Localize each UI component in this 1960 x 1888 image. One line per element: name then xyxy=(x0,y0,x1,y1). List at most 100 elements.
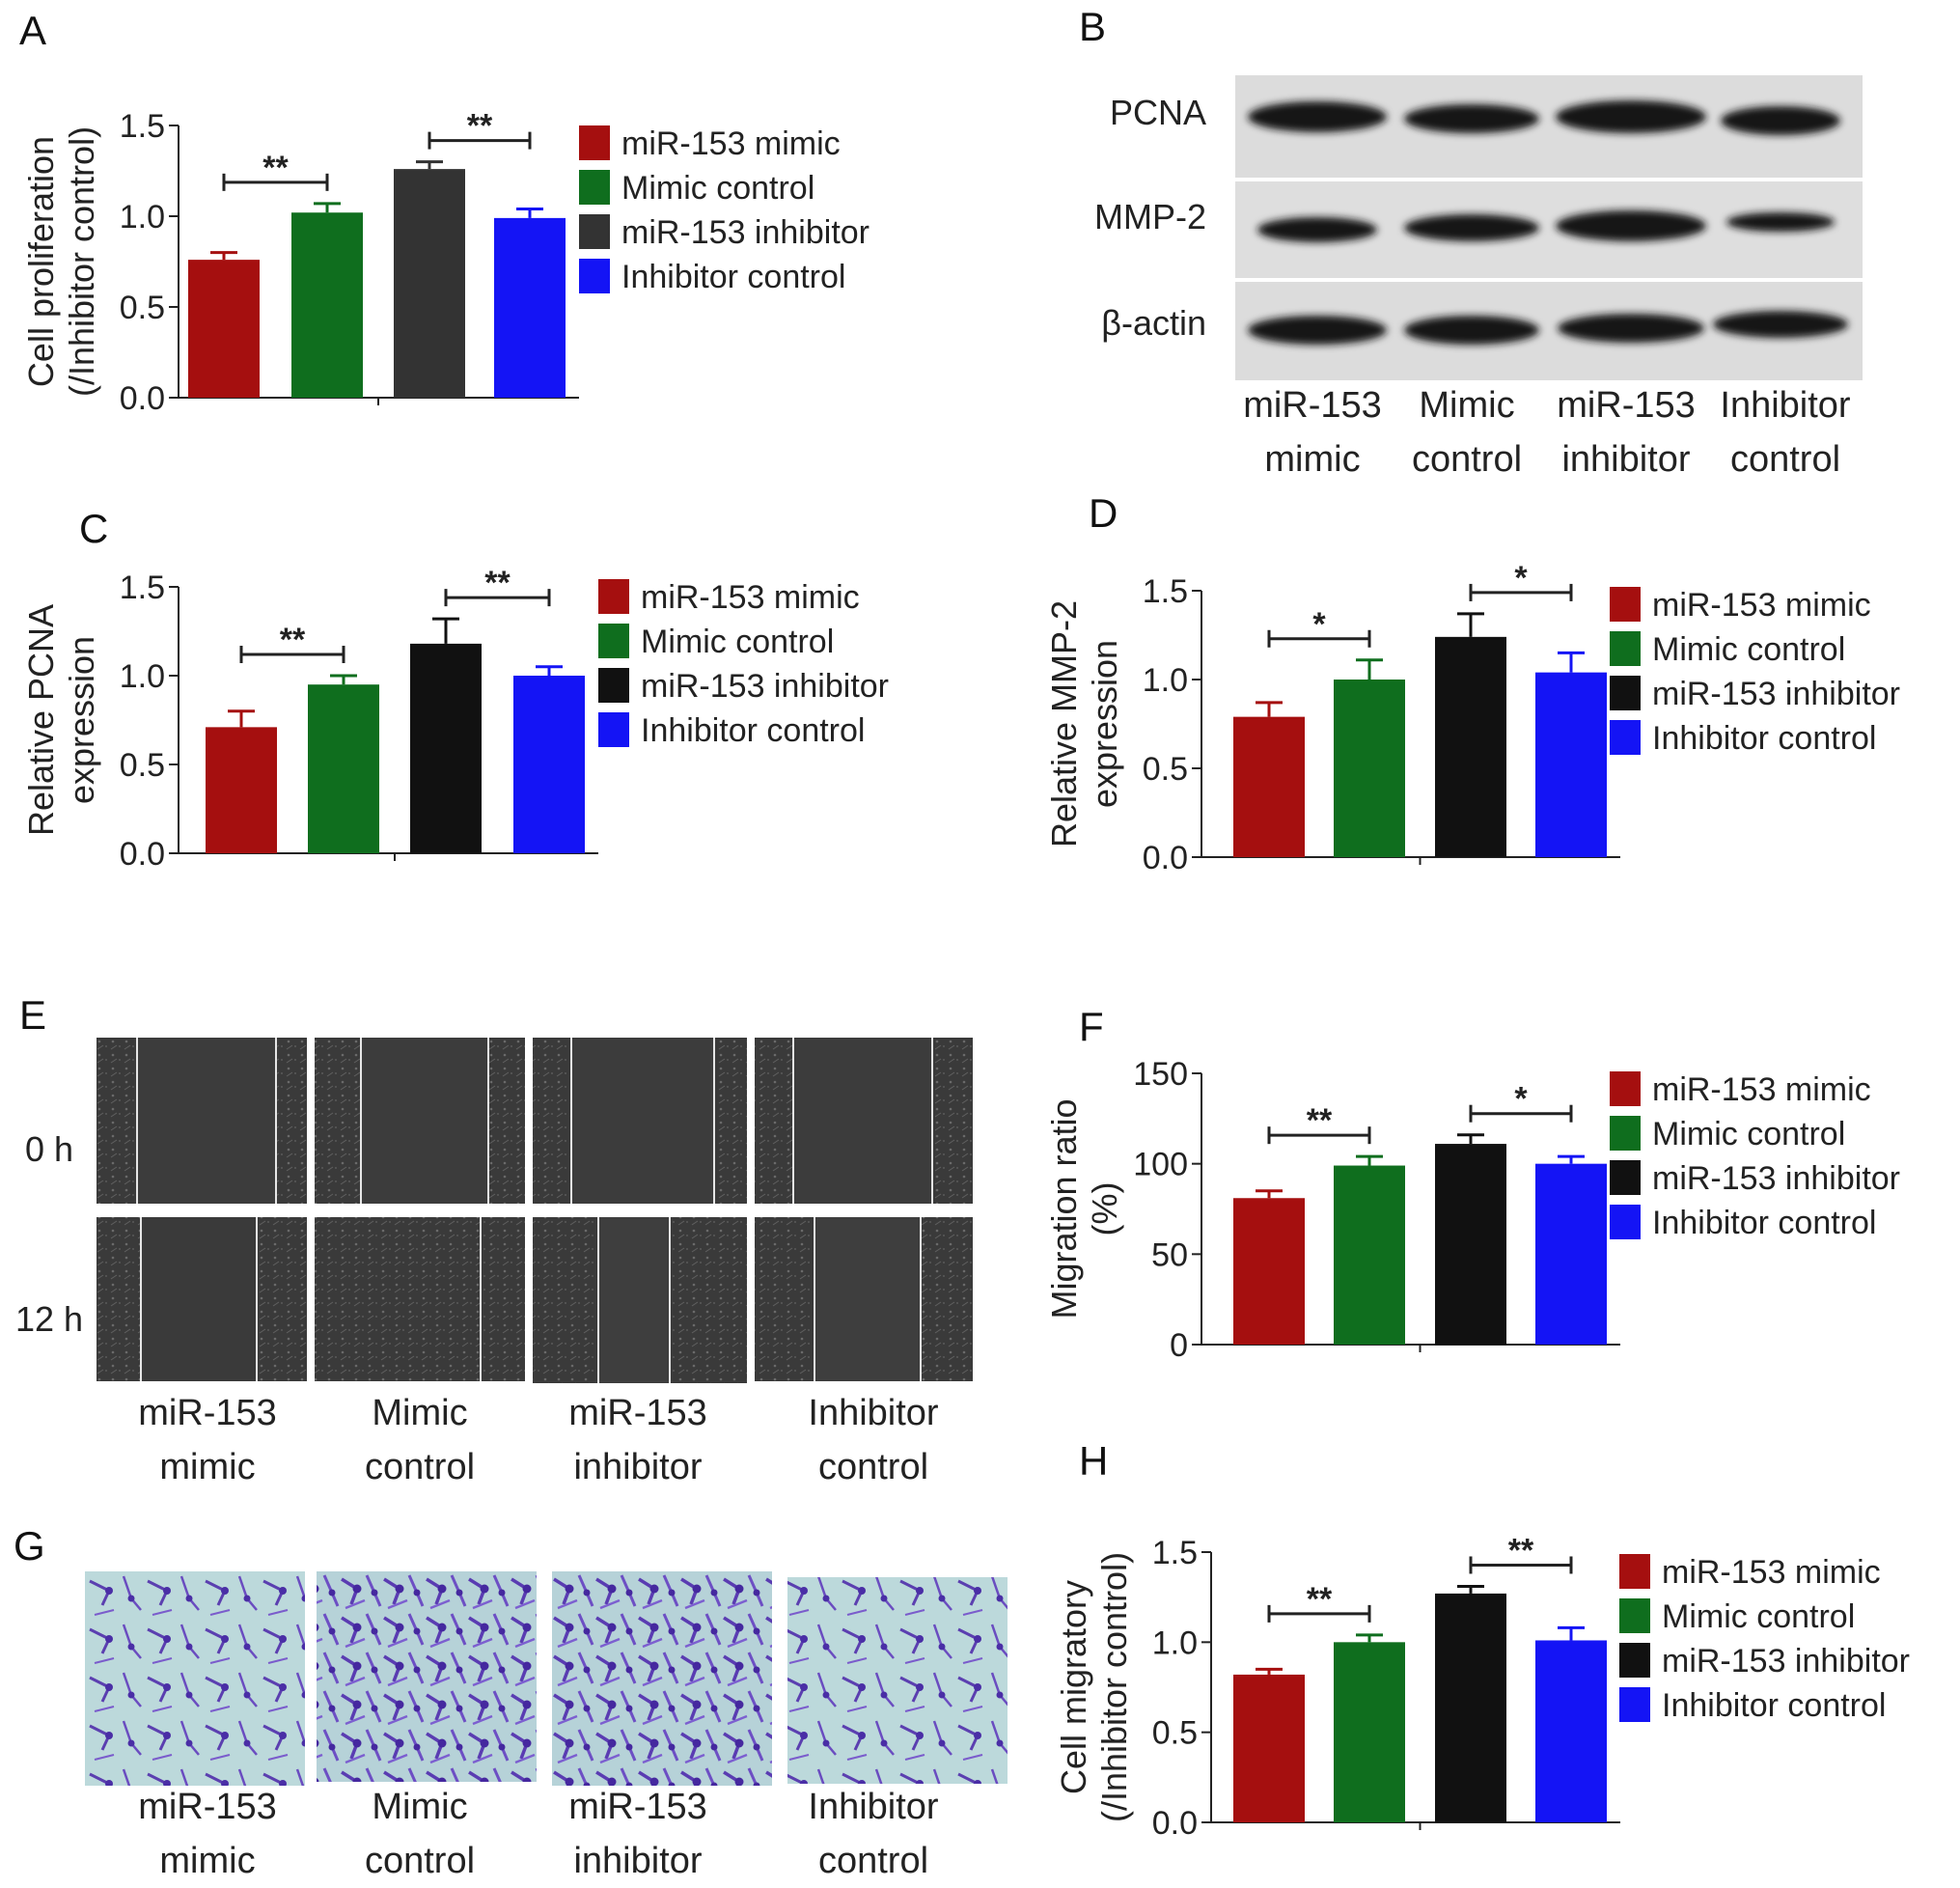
y-tick-label-f-2: 100 xyxy=(1133,1147,1188,1183)
sig-label-f-1: * xyxy=(1514,1081,1528,1118)
bar-h-1 xyxy=(1334,1642,1405,1822)
legend-swatch-a-1 xyxy=(579,170,610,205)
sig-label-h-1: ** xyxy=(1508,1532,1534,1569)
transwell-caption-4: Inhibitor control xyxy=(808,1787,939,1881)
bar-chart-h: Cell migratory (/Inhibitor control) 0.0 0.5… xyxy=(1054,1532,1910,1842)
y-tick-label-d-1: 0.5 xyxy=(1143,751,1188,788)
y-axis-title-c-line1: Relative PCNA xyxy=(21,604,61,836)
bar-d-1 xyxy=(1334,680,1405,857)
bar-h-2 xyxy=(1435,1593,1506,1822)
panel-label-g: G xyxy=(14,1523,45,1569)
legend-swatch-d-1 xyxy=(1610,631,1641,666)
y-tick-label-c-3: 1.5 xyxy=(120,569,165,606)
legend-label-c-0: miR-153 mimic xyxy=(641,579,860,616)
bar-f-0 xyxy=(1233,1198,1305,1345)
panel-label-f: F xyxy=(1079,1004,1104,1049)
y-axis-title-d-line1: Relative MMP-2 xyxy=(1044,600,1084,847)
y-tick-label-c-2: 1.0 xyxy=(120,658,165,695)
y-tick-label-d-0: 0.0 xyxy=(1143,840,1188,876)
bar-c-2 xyxy=(410,643,482,853)
bar-a-2 xyxy=(394,169,465,398)
bar-d-2 xyxy=(1435,636,1506,857)
bar-h-3 xyxy=(1535,1640,1607,1822)
y-tick-label-a-0: 0.0 xyxy=(120,380,165,415)
sig-label-d-1: * xyxy=(1514,560,1528,597)
bar-a-1 xyxy=(291,212,363,398)
panel-label-c: C xyxy=(79,506,109,551)
y-tick-label-f-3: 150 xyxy=(1133,1056,1188,1093)
bar-f-2 xyxy=(1435,1144,1506,1345)
legend-swatch-d-0 xyxy=(1610,587,1641,622)
legend-swatch-a-3 xyxy=(579,259,610,293)
wound-healing-images xyxy=(97,1038,973,1383)
legend-label-c-3: Inhibitor control xyxy=(641,712,865,749)
legend-label-f-2: miR-153 inhibitor xyxy=(1652,1160,1900,1197)
legend-swatch-d-2 xyxy=(1610,676,1641,710)
legend-label-c-1: Mimic control xyxy=(641,624,834,660)
sig-label-c-0: ** xyxy=(280,622,306,658)
blot-label-pcna: PCNA xyxy=(1109,93,1206,132)
legend-swatch-c-3 xyxy=(598,712,629,747)
bar-chart-c: Relative PCNA expression 0.0 0.5 1.0 1.5 ** ** m… xyxy=(21,565,889,873)
sig-label-a-0: ** xyxy=(262,150,289,186)
y-axis-title-f-line2: (%) xyxy=(1085,1182,1124,1236)
legend-label-a-0: miR-153 mimic xyxy=(621,125,841,162)
legend-label-h-1: Mimic control xyxy=(1662,1598,1855,1635)
legend-label-a-1: Mimic control xyxy=(621,170,814,207)
bar-a-0 xyxy=(188,260,260,398)
panel-label-h: H xyxy=(1079,1438,1109,1484)
legend-label-d-1: Mimic control xyxy=(1652,631,1845,668)
legend-label-d-2: miR-153 inhibitor xyxy=(1652,676,1900,712)
transwell-caption-2: Mimic control xyxy=(364,1787,476,1881)
bar-d-0 xyxy=(1233,716,1305,857)
blot-caption-3: miR-153 inhibitor xyxy=(1557,385,1696,480)
legend-swatch-h-2 xyxy=(1619,1643,1650,1678)
panel-label-b: B xyxy=(1079,4,1107,49)
bar-chart-d: Relative MMP-2 expression 0.0 0.5 1.0 1.5 * * mi… xyxy=(1044,560,1900,876)
y-tick-label-a-2: 1.0 xyxy=(120,199,165,236)
sig-label-c-1: ** xyxy=(484,565,511,601)
transwell-caption-1: miR-153 mimic xyxy=(138,1787,277,1881)
bar-chart-a: Cell proliferation (/Inhibitor control) 0.… xyxy=(21,108,870,415)
legend-label-f-0: miR-153 mimic xyxy=(1652,1071,1871,1108)
wound-caption-2: Mimic control xyxy=(364,1393,476,1487)
legend-swatch-a-2 xyxy=(579,214,610,249)
wound-caption-1: miR-153 mimic xyxy=(138,1393,277,1487)
y-axis-title-h-line1: Cell migratory xyxy=(1054,1580,1093,1794)
y-tick-label-a-1: 0.5 xyxy=(120,290,165,326)
legend-swatch-f-0 xyxy=(1610,1071,1641,1106)
bar-f-3 xyxy=(1535,1163,1607,1345)
legend-label-f-1: Mimic control xyxy=(1652,1116,1845,1152)
y-tick-label-f-1: 50 xyxy=(1151,1236,1188,1273)
y-tick-label-d-2: 1.0 xyxy=(1143,662,1188,699)
legend-label-c-2: miR-153 inhibitor xyxy=(641,668,889,705)
y-axis-title-f-line1: Migration ratio xyxy=(1044,1098,1084,1319)
bar-c-1 xyxy=(308,684,379,853)
y-axis-title-a-line1: Cell proliferation xyxy=(21,136,61,387)
blot-caption-2: Mimic control xyxy=(1411,385,1523,480)
blot-caption-1: miR-153 mimic xyxy=(1243,385,1382,480)
y-tick-label-a-3: 1.5 xyxy=(120,108,165,145)
bar-h-0 xyxy=(1233,1674,1305,1822)
y-tick-label-h-2: 1.0 xyxy=(1152,1624,1198,1661)
y-tick-label-h-1: 0.5 xyxy=(1152,1715,1198,1752)
y-tick-label-d-3: 1.5 xyxy=(1143,573,1188,610)
legend-label-a-3: Inhibitor control xyxy=(621,259,845,295)
blot-label-mmp2: MMP-2 xyxy=(1094,197,1206,236)
y-tick-label-h-3: 1.5 xyxy=(1152,1535,1198,1571)
blot-caption-4: Inhibitor control xyxy=(1720,385,1851,480)
y-tick-label-c-1: 0.5 xyxy=(120,747,165,784)
wound-caption-4: Inhibitor control xyxy=(808,1393,939,1487)
bar-d-3 xyxy=(1535,672,1607,857)
sig-label-f-0: ** xyxy=(1307,1102,1333,1139)
legend-swatch-f-2 xyxy=(1610,1160,1641,1195)
legend-swatch-d-3 xyxy=(1610,720,1641,755)
y-axis-title-d-line2: expression xyxy=(1085,640,1124,808)
legend-swatch-f-3 xyxy=(1610,1205,1641,1239)
y-axis-title-h-line2: (/Inhibitor control) xyxy=(1094,1552,1134,1822)
legend-label-a-2: miR-153 inhibitor xyxy=(621,214,870,251)
panel-label-d: D xyxy=(1089,490,1118,536)
bar-f-1 xyxy=(1334,1165,1405,1345)
legend-swatch-a-0 xyxy=(579,125,610,160)
